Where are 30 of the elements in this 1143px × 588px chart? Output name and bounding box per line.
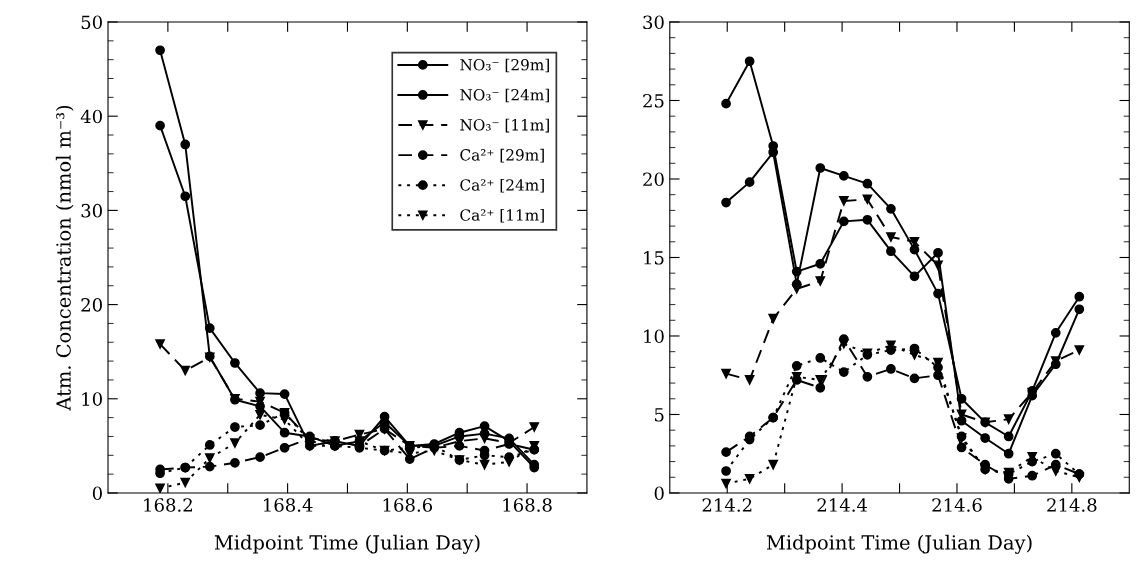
legend-label: Ca²⁺ [11m] [460, 208, 544, 223]
legend-label: NO₃⁻ [29m] [460, 58, 549, 73]
y-tick-label: 0 [92, 486, 102, 501]
y-tick-label: 25 [643, 93, 664, 108]
x-axis-title: Midpoint Time (Julian Day) [214, 534, 480, 554]
x-tick-label: 168.8 [503, 498, 552, 512]
y-tick-label: 30 [643, 15, 664, 30]
x-tick-label: 214.8 [1047, 498, 1097, 512]
y-tick-label: 10 [82, 392, 102, 406]
x-tick-label: 168.6 [383, 498, 433, 512]
y-tick-label: 5 [654, 408, 664, 422]
x-tick-label: 214.6 [932, 498, 982, 512]
y-tick-label: 0 [654, 486, 664, 501]
y-tick-label: 10 [644, 329, 664, 344]
legend-label: NO₃⁻ [24m] [460, 88, 549, 103]
y-tick-label: 30 [81, 203, 102, 218]
legend-label: Ca²⁺ [24m] [460, 178, 544, 193]
legend-label: Ca²⁺ [29m] [460, 148, 544, 163]
x-tick-label: 168.2 [144, 498, 192, 512]
y-tick-label: 20 [643, 172, 664, 187]
legend-label: NO₃⁻ [11m] [460, 118, 549, 133]
y-tick-label: 20 [81, 298, 102, 312]
x-tick-label: 214.4 [817, 498, 868, 512]
y-axis-title: Atm. Concentration (nmol m⁻³) [55, 105, 74, 411]
x-tick-label: 214.2 [702, 498, 752, 512]
y-tick-label: 40 [80, 109, 102, 124]
x-tick-label: 168.4 [263, 498, 313, 512]
y-tick-label: 50 [81, 15, 102, 30]
y-tick-label: 15 [644, 250, 664, 265]
x-axis-title: Midpoint Time (Julian Day) [766, 534, 1032, 554]
